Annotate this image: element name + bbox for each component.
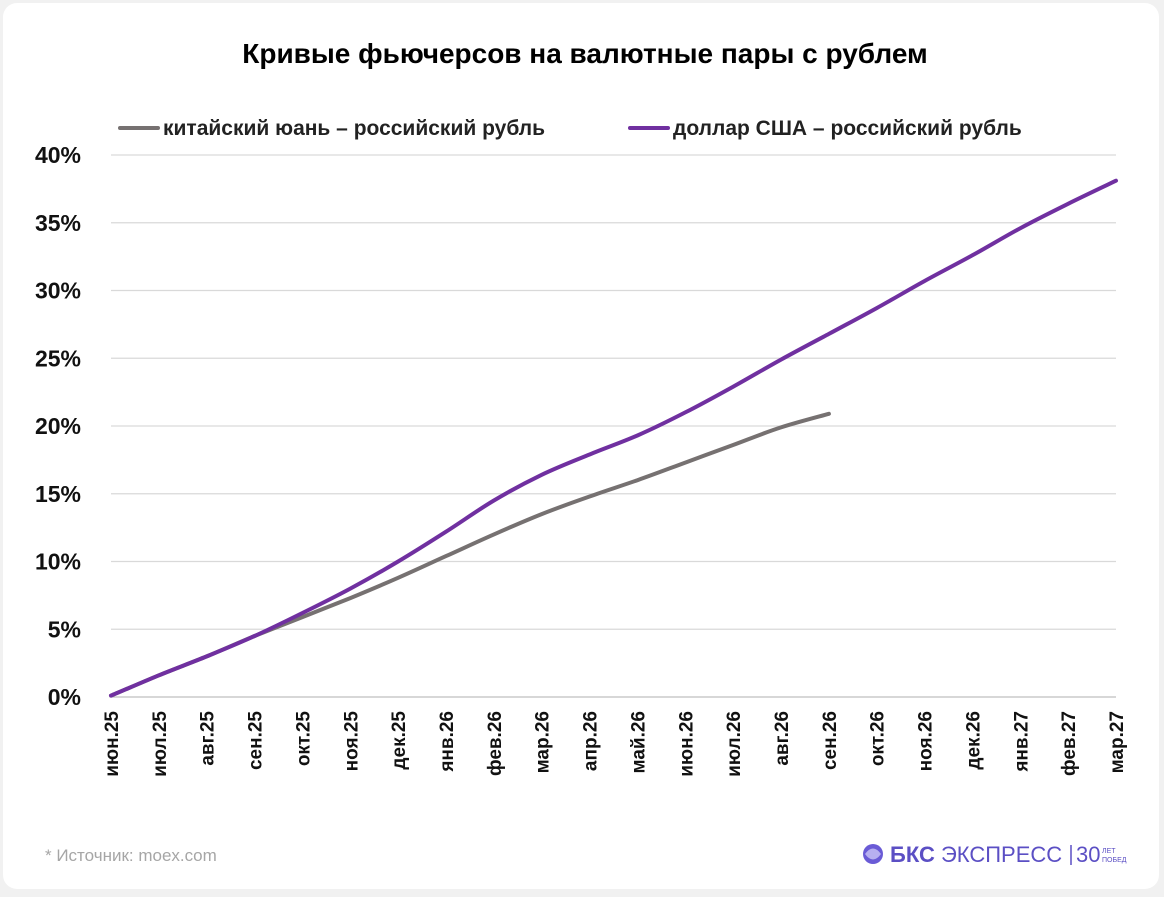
brand-name-bold: БКС xyxy=(890,842,935,867)
x-tick-label: окт.26 xyxy=(868,711,889,766)
x-tick-label: сен.25 xyxy=(246,711,267,770)
x-tick-label: май.26 xyxy=(628,711,649,773)
x-tick-label: ноя.25 xyxy=(341,711,362,772)
y-tick-label: 0% xyxy=(48,684,81,710)
y-tick-label: 15% xyxy=(35,481,81,507)
chart-legend: китайский юань – российский рубль доллар … xyxy=(118,117,1022,140)
x-tick-label: фев.26 xyxy=(485,711,506,776)
brand-name-light: ЭКСПРЕСС xyxy=(935,842,1062,867)
x-tick-label: мар.26 xyxy=(533,711,554,773)
legend-label-usd-rub: доллар США – российский рубль xyxy=(673,117,1022,140)
x-tick-label: июн.25 xyxy=(102,711,123,777)
futures-curve-chart: Кривые фьючерсов на валютные пары с рубл… xyxy=(35,38,1128,867)
x-tick-label: апр.26 xyxy=(581,711,602,771)
y-tick-label: 25% xyxy=(35,345,81,371)
brand-badge-line2: ПОБЕД xyxy=(1102,857,1127,864)
x-tick-label: окт.25 xyxy=(293,711,314,767)
x-tick-label: фев.27 xyxy=(1059,711,1080,776)
y-tick-label: 10% xyxy=(35,549,81,575)
x-tick-label: сен.26 xyxy=(820,711,841,770)
bks-logo-icon xyxy=(863,844,883,864)
brand-name: БКС ЭКСПРЕСС xyxy=(890,842,1062,867)
y-gridlines xyxy=(111,154,1116,630)
y-tick-label: 20% xyxy=(35,413,81,439)
x-tick-label: дек.26 xyxy=(963,711,984,770)
source-note: * Источник: moex.com xyxy=(45,846,217,865)
brand-badge-line1: ЛЕТ xyxy=(1102,848,1116,855)
legend-label-cny-rub: китайский юань – российский рубль xyxy=(163,117,545,140)
bks-express-logo: БКС ЭКСПРЕСС 30 ЛЕТ ПОБЕД xyxy=(863,842,1127,867)
x-tick-label: янв.26 xyxy=(437,711,458,773)
x-tick-label: июл.25 xyxy=(150,711,171,777)
y-tick-label: 40% xyxy=(35,142,81,168)
series-lines xyxy=(109,178,1118,698)
y-tick-label: 5% xyxy=(48,616,81,642)
x-tick-label: авг.26 xyxy=(772,711,793,766)
x-axis-ticks: июн.25 июл.25 авг.25 сен.25 окт.25 ноя.25 дек.… xyxy=(102,711,1128,777)
y-axis-ticks: 0% 5% 10% 15% 20% 25% 30% 35% 40% xyxy=(35,142,81,710)
chart-title: Кривые фьючерсов на валютные пары с рубл… xyxy=(242,38,927,69)
chart-card: Кривые фьючерсов на валютные пары с рубл… xyxy=(3,3,1159,889)
y-tick-label: 35% xyxy=(35,210,81,236)
x-tick-label: янв.27 xyxy=(1011,711,1032,773)
series-line-usd-rub xyxy=(109,178,1118,698)
brand-badge-number: 30 xyxy=(1076,842,1100,867)
x-tick-label: июн.26 xyxy=(676,711,697,777)
y-tick-label: 30% xyxy=(35,278,81,304)
x-tick-label: июл.26 xyxy=(724,711,745,777)
x-tick-label: авг.25 xyxy=(198,711,219,766)
x-tick-label: дек.25 xyxy=(389,711,410,770)
x-tick-label: ноя.26 xyxy=(916,711,937,771)
x-tick-label: мар.27 xyxy=(1107,711,1128,773)
